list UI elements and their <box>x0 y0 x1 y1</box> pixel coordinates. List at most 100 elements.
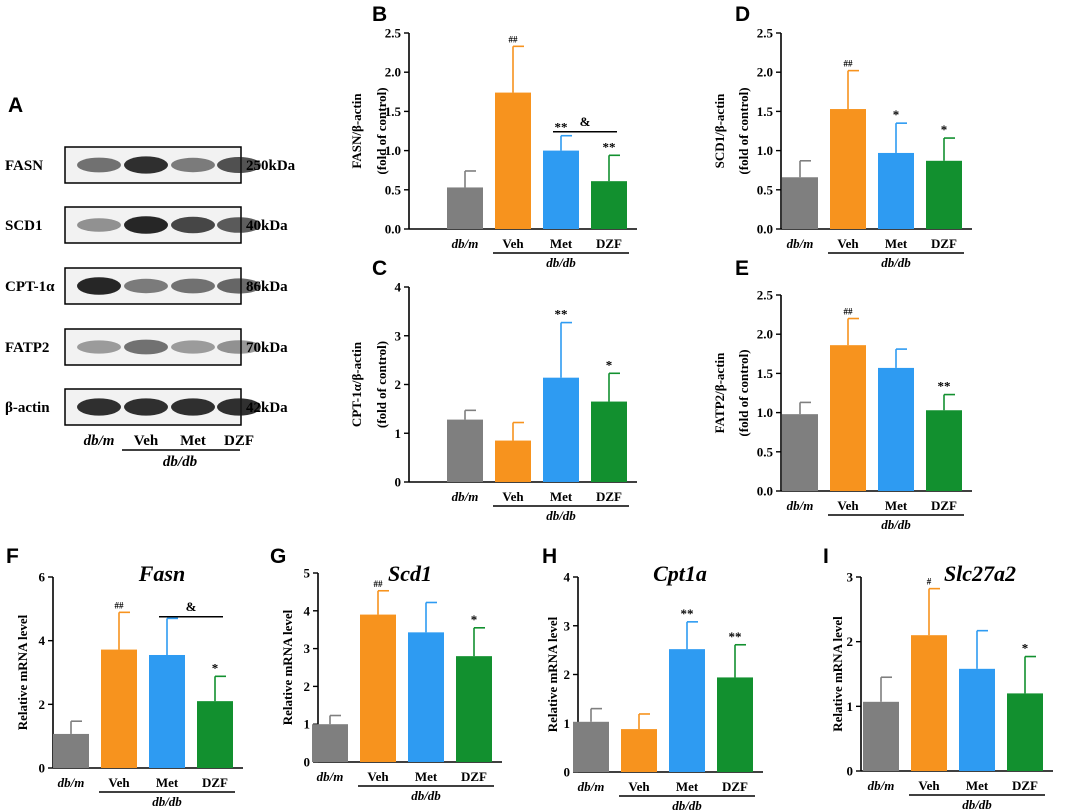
blot-row-1: SCD1 40kDa <box>5 206 288 244</box>
protein-label: FASN <box>5 158 43 174</box>
y-axis-title: SCD1/β-actin <box>712 93 727 169</box>
bar-DZF <box>926 410 962 491</box>
y-axis-title: Relative mRNA level <box>15 614 30 730</box>
bar-DZF <box>591 181 627 229</box>
y-tick-label: 4 <box>304 603 311 618</box>
bracket-label: & <box>186 599 197 614</box>
significance-marker: ## <box>115 600 125 610</box>
group-label: db/db <box>962 797 992 810</box>
bar-Veh <box>830 109 866 229</box>
category-label: Veh <box>502 236 524 251</box>
significance-marker: * <box>1022 641 1029 656</box>
chart-panel-G: G Scd1 0 1 2 3 4 5 Relative mRNA level db/m ## Veh M… <box>270 545 502 803</box>
chart-title: Cpt1a <box>653 561 707 586</box>
bar-Veh <box>911 635 947 771</box>
significance-marker: * <box>941 122 948 137</box>
protein-label: FATP2 <box>5 340 49 356</box>
y-axis-title-2: (fold of control) <box>374 341 389 428</box>
chart-title: Fasn <box>138 561 185 586</box>
y-tick-label: 3 <box>395 328 402 343</box>
category-label: Met <box>885 498 908 513</box>
y-tick-label: 0.0 <box>757 222 773 237</box>
y-tick-label: 1 <box>564 716 571 731</box>
lane-label: Veh <box>134 433 159 449</box>
blot-band <box>217 340 261 354</box>
blot-band <box>217 217 261 233</box>
blot-band <box>77 218 121 232</box>
group-label: db/db <box>411 788 441 803</box>
group-label: db/db <box>546 508 576 523</box>
y-tick-label: 2.0 <box>757 327 773 342</box>
bar-Veh <box>621 729 657 772</box>
category-label: db/m <box>787 498 814 513</box>
blot-band <box>171 278 215 294</box>
category-label: DZF <box>596 489 622 504</box>
bar-Met <box>408 632 444 762</box>
significance-marker: ## <box>374 579 384 589</box>
y-tick-label: 1.5 <box>757 104 774 119</box>
blot-row-3: FATP2 70kDa <box>5 328 288 366</box>
y-tick-label: 0 <box>564 765 571 780</box>
chart-panel-H: H Cpt1a 0 1 2 3 4 Relative mRNA level db/m Veh ** M… <box>542 545 763 810</box>
y-tick-label: 5 <box>304 566 311 581</box>
bar-dbm <box>447 187 483 229</box>
y-tick-label: 1.0 <box>385 143 401 158</box>
category-label: DZF <box>931 236 957 251</box>
category-label: db/m <box>58 775 85 790</box>
y-axis-title: FASN/β-actin <box>349 93 364 169</box>
significance-marker: ## <box>509 34 519 44</box>
bar-Met <box>669 649 705 772</box>
category-label: Met <box>156 775 179 790</box>
chart-panel-I: I Slc27a2 0 1 2 3 Relative mRNA level db/m # Veh M… <box>823 545 1053 810</box>
chart-panel-D: D 0.0 0.5 1.0 1.5 2.0 2.5 SCD1/β-actin (fold of … <box>712 3 972 270</box>
category-label: Veh <box>918 778 940 793</box>
y-tick-label: 1.0 <box>757 405 773 420</box>
y-axis-title: FATP2/β-actin <box>712 352 727 434</box>
bar-Met <box>878 367 914 491</box>
bracket-label: & <box>580 114 591 129</box>
bar-dbm <box>782 414 818 491</box>
y-tick-label: 1.5 <box>757 366 774 381</box>
bar-dbm <box>782 177 818 229</box>
molecular-weight-label: 86kDa <box>246 279 288 295</box>
bar-Veh <box>495 92 531 229</box>
category-label: Met <box>676 779 699 794</box>
y-tick-label: 4 <box>39 633 46 648</box>
significance-marker: ** <box>603 139 616 154</box>
y-tick-label: 0.0 <box>385 222 401 237</box>
bar-DZF <box>591 401 627 482</box>
chart-panel-F: F Fasn 0 2 4 6 Relative mRNA level db/m ## Veh Met… <box>6 545 243 809</box>
category-label: Veh <box>837 236 859 251</box>
y-axis-title: CPT-1α/β-actin <box>349 341 364 427</box>
y-tick-label: 1.5 <box>385 104 402 119</box>
y-tick-label: 4 <box>564 570 571 585</box>
y-tick-label: 2.5 <box>757 26 774 41</box>
y-tick-label: 1 <box>304 717 311 732</box>
lane-label: Met <box>180 433 206 449</box>
blot-row-4: β-actin 42kDa <box>5 388 288 426</box>
category-label: DZF <box>722 779 748 794</box>
category-label: db/m <box>317 769 344 784</box>
panel-letter: G <box>270 545 286 568</box>
blot-band <box>124 278 168 294</box>
panel-letter: H <box>542 545 557 568</box>
blot-band <box>77 340 121 354</box>
significance-marker: * <box>893 107 900 122</box>
y-tick-label: 0 <box>847 764 854 779</box>
y-tick-label: 1 <box>395 426 402 441</box>
blot-band <box>124 216 168 234</box>
significance-marker: ** <box>681 606 694 621</box>
y-tick-label: 0.5 <box>385 182 402 197</box>
significance-marker: ## <box>844 59 854 69</box>
category-label: Veh <box>108 775 130 790</box>
blot-band <box>217 278 261 294</box>
y-axis-title: Relative mRNA level <box>545 616 560 732</box>
category-label: db/m <box>787 236 814 251</box>
bar-Met <box>543 377 579 482</box>
group-label: db/db <box>546 255 576 270</box>
bar-Met <box>959 668 995 771</box>
blot-band <box>77 277 121 295</box>
y-tick-label: 6 <box>39 570 46 585</box>
protein-label: SCD1 <box>5 218 43 234</box>
y-tick-label: 2 <box>847 634 854 649</box>
